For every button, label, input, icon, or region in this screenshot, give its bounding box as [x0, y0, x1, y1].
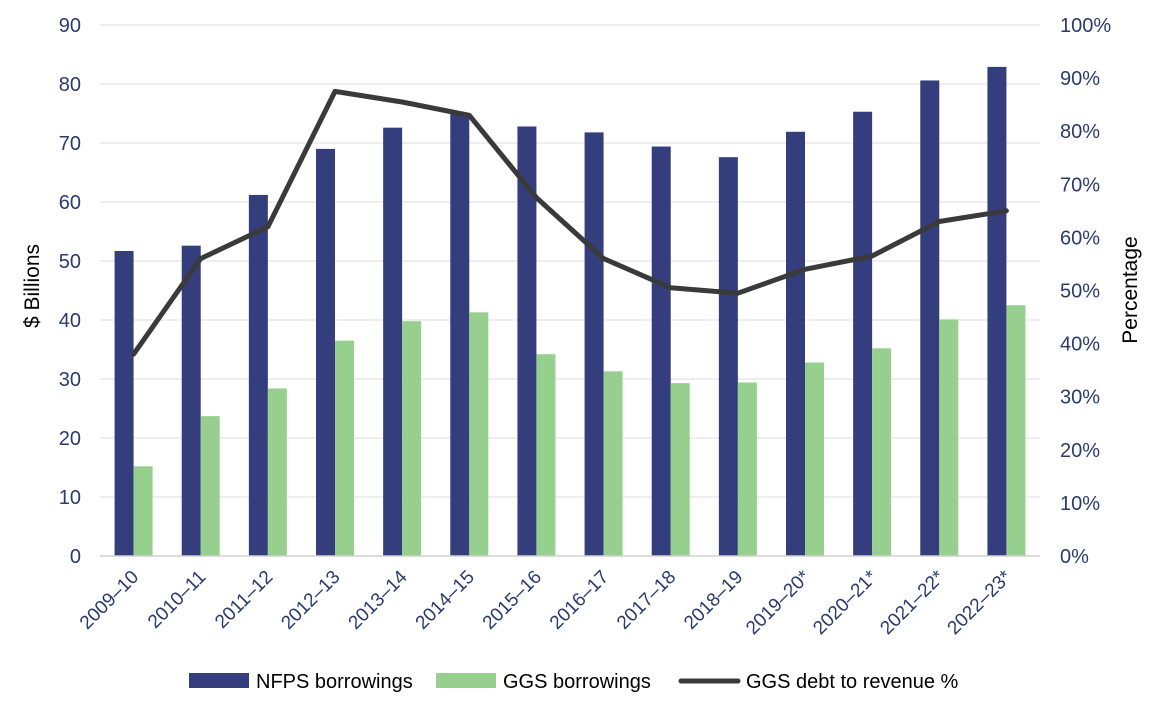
y2-axis-title: Percentage: [1119, 236, 1142, 343]
y-tick-label: 90: [59, 15, 81, 37]
bar-series-group: [114, 66, 1026, 557]
x-tick-label: 2015–16: [479, 567, 546, 634]
x-tick-label: 2011–12: [211, 567, 277, 633]
bar-ggs: [402, 321, 422, 556]
bar-ggs: [939, 319, 959, 556]
bar-nfps: [584, 132, 604, 556]
y2-tick-label: 60%: [1060, 227, 1100, 249]
legend-label-nfps: NFPS borrowings: [256, 671, 413, 693]
bar-ggs: [805, 362, 824, 556]
y-tick-label: 40: [59, 310, 81, 332]
bar-ggs: [536, 354, 556, 556]
bar-nfps: [517, 126, 537, 556]
bar-ggs: [603, 371, 623, 556]
bar-ggs: [737, 382, 757, 556]
bar-nfps: [987, 66, 1007, 556]
bar-ggs: [1006, 305, 1026, 556]
x-tick-label: 2021–22*: [876, 566, 949, 639]
legend-swatch-nfps: [189, 673, 249, 688]
legend-swatch-ggs: [436, 673, 496, 688]
y-tick-label: 10: [59, 487, 81, 509]
y2-tick-label: 50%: [1060, 281, 1100, 303]
bar-nfps: [786, 131, 805, 557]
y-tick-label: 30: [59, 369, 81, 391]
legend: NFPS borrowings GGS borrowings GGS debt …: [189, 671, 959, 693]
bar-nfps: [450, 113, 470, 556]
x-tick-label: 2016–17: [546, 567, 613, 634]
bar-nfps: [181, 245, 201, 556]
y2-tick-label: 20%: [1060, 440, 1100, 462]
legend-label-debt: GGS debt to revenue %: [746, 671, 959, 693]
x-tick-label: 2014–15: [412, 567, 479, 634]
bar-ggs: [670, 383, 690, 556]
bar-nfps: [383, 127, 403, 556]
x-tick-label: 2020–21*: [809, 566, 882, 639]
bar-nfps: [248, 194, 268, 557]
y-tick-label: 80: [59, 74, 81, 96]
bar-ggs: [200, 416, 220, 556]
x-tick-label: 2010–11: [144, 567, 210, 633]
bar-nfps: [920, 80, 940, 557]
x-tick-label: 2013–14: [345, 566, 412, 633]
line-series-group: [131, 88, 1009, 357]
bar-ggs: [267, 388, 287, 556]
gridlines: [100, 24, 1040, 498]
y2-tick-label: 40%: [1060, 334, 1100, 356]
y2-tick-label: 10%: [1060, 493, 1100, 515]
bar-nfps: [114, 250, 134, 556]
x-tick-label: 2012–13: [277, 567, 344, 634]
y2-tick-label: 90%: [1060, 68, 1100, 90]
y-tick-label: 20: [59, 428, 81, 450]
bar-ggs: [133, 466, 153, 556]
y2-tick-label: 70%: [1060, 174, 1100, 196]
y-tick-label: 0: [70, 546, 81, 568]
x-tick-label: 2017–18: [613, 567, 680, 634]
bar-nfps: [853, 111, 873, 556]
y-axis-title: $ Billions: [21, 244, 44, 328]
line-ggs-debt-to-revenue: [131, 88, 1009, 357]
y2-tick-label: 80%: [1060, 121, 1100, 143]
bar-nfps: [718, 157, 738, 556]
legend-label-ggs: GGS borrowings: [503, 671, 651, 693]
bar-ggs: [872, 348, 892, 556]
y2-tick-label: 30%: [1060, 387, 1100, 409]
y-tick-label: 50: [59, 251, 81, 273]
y2-tick-label: 100%: [1060, 15, 1111, 37]
x-tick-label: 2009–10: [76, 567, 143, 634]
bar-ggs: [469, 312, 489, 556]
y-tick-label: 70: [59, 133, 81, 155]
x-tick-label: 2022–23*: [944, 566, 1017, 639]
bar-ggs: [335, 340, 354, 556]
y-tick-label: 60: [59, 192, 81, 214]
bar-nfps: [651, 146, 671, 557]
y2-tick-label: 0%: [1060, 546, 1089, 568]
x-tick-label: 2018–19: [680, 567, 747, 634]
bar-nfps: [316, 148, 335, 556]
x-tick-label: 2019–20*: [742, 566, 815, 639]
